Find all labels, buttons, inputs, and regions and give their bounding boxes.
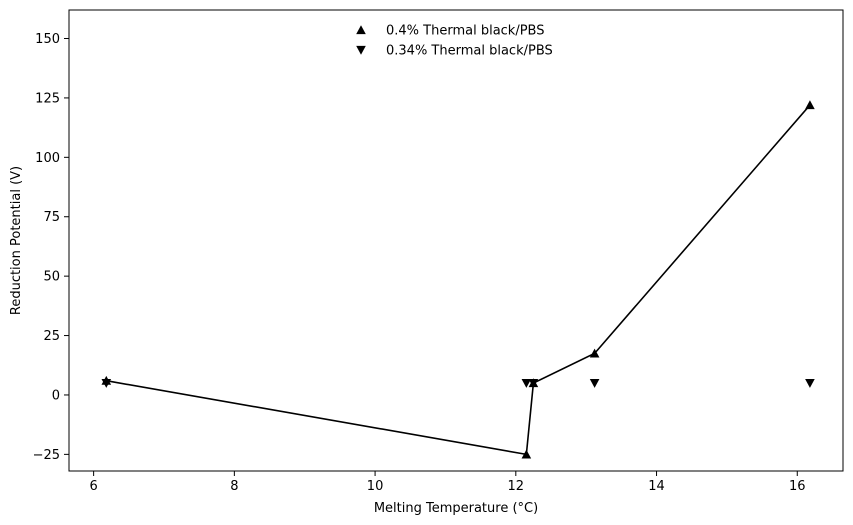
y-tick-label: 0: [52, 388, 60, 403]
data-point-triangle-down: [589, 378, 600, 388]
x-tick-label: 6: [89, 479, 97, 494]
y-tick-label: −25: [33, 448, 60, 463]
legend: 0.4% Thermal black/PBS 0.34% Thermal blac…: [356, 24, 553, 59]
x-tick-label: 10: [367, 479, 384, 494]
y-axis: −25 0 25 50 75 100 125 150: [33, 32, 69, 463]
y-tick-label: 125: [35, 91, 60, 106]
series-layer: [101, 100, 815, 459]
y-tick-label: 150: [35, 32, 60, 47]
x-tick-label: 8: [230, 479, 238, 494]
data-point-triangle-up: [589, 348, 600, 358]
x-tick-label: 14: [648, 479, 665, 494]
data-point-triangle-down: [805, 378, 815, 388]
data-point-triangle-up: [805, 100, 815, 110]
data-point-triangle-down: [101, 378, 112, 388]
x-tick-label: 16: [789, 479, 806, 494]
y-tick-label: 50: [43, 270, 60, 285]
plot-area: [68, 9, 844, 472]
data-point-triangle-up: [521, 449, 532, 459]
legend-marker: [356, 25, 366, 35]
legend-label: 0.4% Thermal black/PBS: [386, 24, 545, 39]
x-axis-label: Melting Temperature (°C): [374, 501, 538, 516]
y-tick-label: 75: [43, 210, 60, 225]
data-point-triangle-down: [521, 378, 532, 388]
x-axis: 6 8 10 12 14 16: [89, 471, 806, 494]
y-tick-label: 100: [35, 151, 60, 166]
legend-label: 0.34% Thermal black/PBS: [386, 44, 553, 59]
y-tick-label: 25: [43, 329, 60, 344]
x-tick-label: 12: [508, 479, 525, 494]
data-point-triangle-down: [528, 378, 539, 388]
legend-marker: [356, 45, 366, 55]
y-axis-label: Reduction Potential (V): [9, 166, 24, 315]
